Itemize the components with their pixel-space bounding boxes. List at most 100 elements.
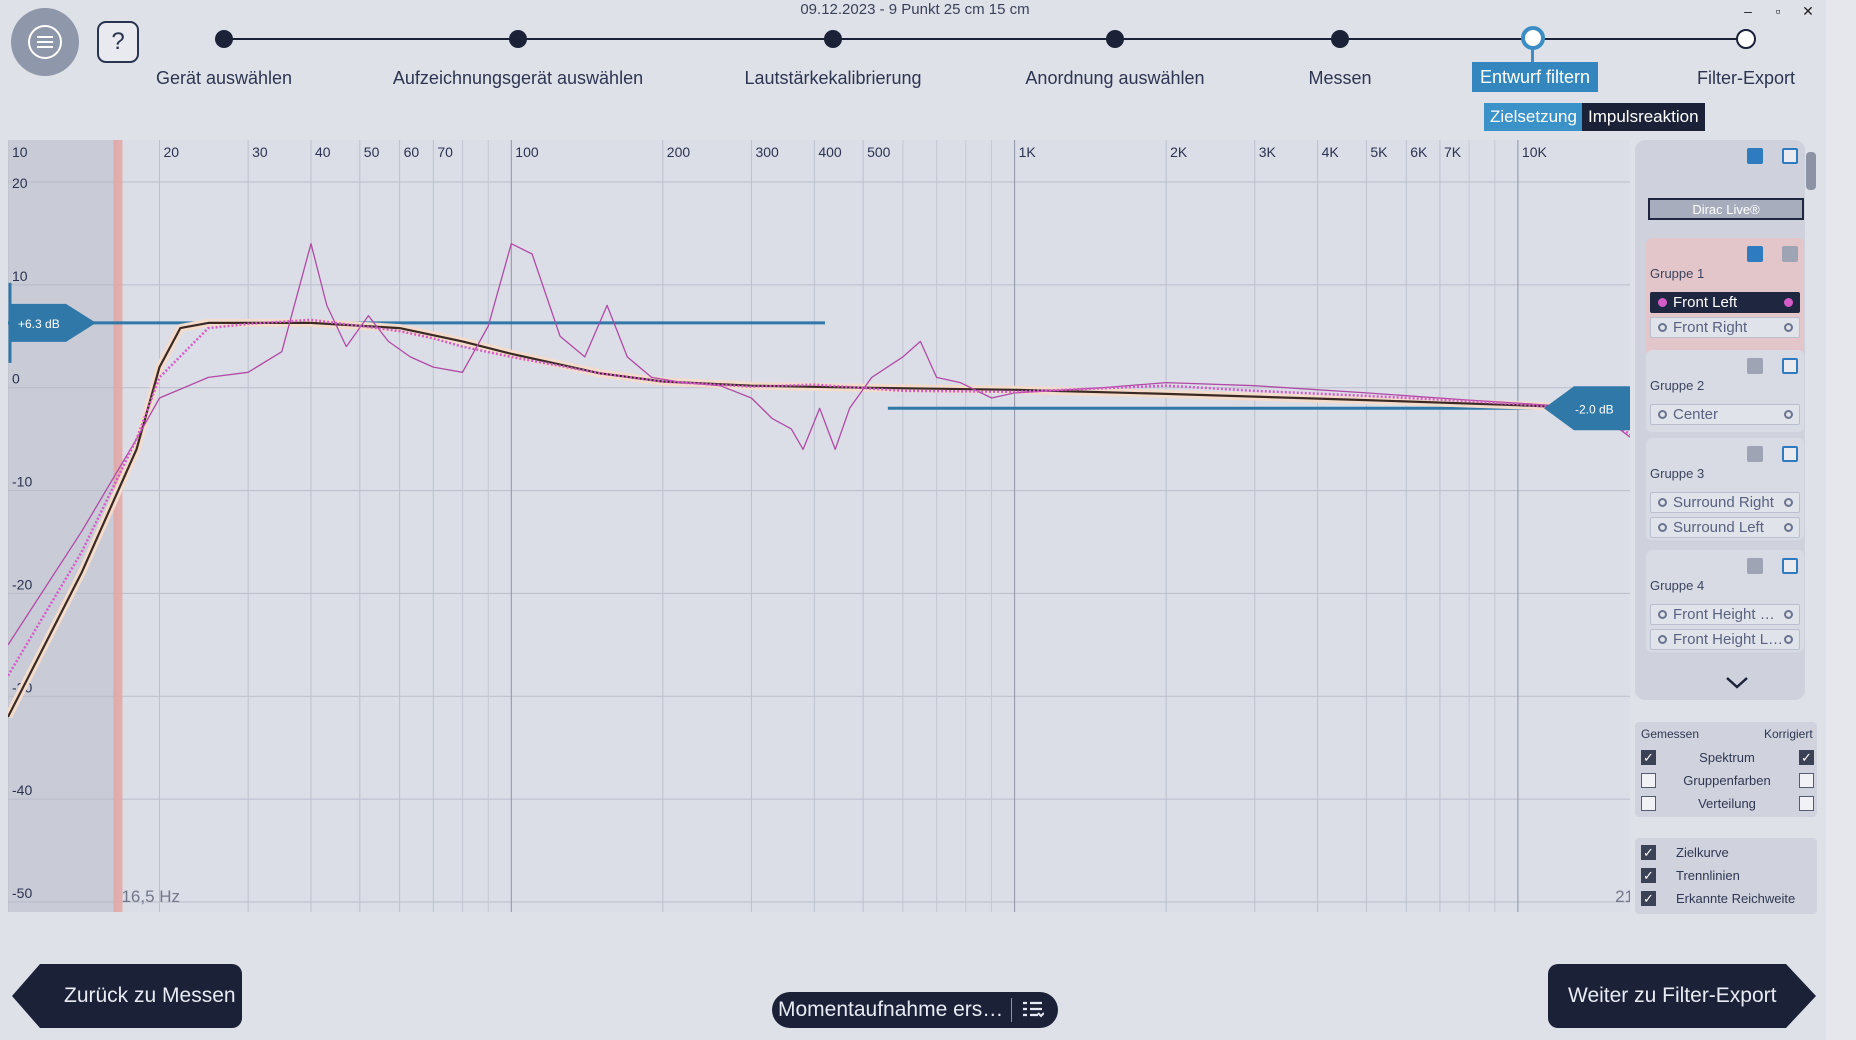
channel-row[interactable]: Center — [1650, 404, 1800, 425]
back-to-measure-button[interactable]: Zurück zu Messen — [12, 964, 242, 1028]
group-view-icon[interactable] — [1782, 446, 1798, 462]
stepper-line — [224, 38, 1745, 40]
channel-select-icon[interactable] — [1784, 410, 1793, 419]
step-dot-2[interactable] — [509, 30, 527, 48]
channel-dot-icon — [1658, 610, 1667, 619]
channel-name: Front Height Left — [1673, 631, 1784, 648]
active-step-connector — [1531, 48, 1534, 63]
group-link-icon[interactable] — [1747, 246, 1763, 262]
channel-dot-icon — [1658, 635, 1667, 644]
dirac-live-logo: Dirac Live® — [1648, 198, 1804, 220]
overlay-options — [1635, 838, 1817, 914]
option-label: Spektrum — [1699, 750, 1755, 765]
channel-name: Center — [1673, 406, 1719, 423]
corrected-header: Korrigiert — [1764, 727, 1813, 741]
y-tick-label: -10 — [12, 474, 32, 490]
panel-scrollbar[interactable] — [1806, 152, 1816, 190]
channel-select-icon[interactable] — [1784, 498, 1793, 507]
snapshot-label: Momentaufnahme ers… — [778, 998, 1004, 1021]
channel-dot-icon — [1658, 298, 1667, 307]
y-tick-label: 0 — [12, 371, 20, 387]
channel-row[interactable]: Surround Left — [1650, 517, 1800, 538]
corrected-checkbox[interactable] — [1799, 773, 1814, 788]
step-dot-7[interactable] — [1736, 29, 1756, 49]
group-view-icon[interactable] — [1782, 358, 1798, 374]
group-link-icon[interactable] — [1747, 446, 1763, 462]
hamburger-icon — [28, 25, 62, 59]
low-gain-label: +6.3 dB — [18, 317, 60, 331]
target-curve-halo — [8, 318, 1630, 719]
channel-row[interactable]: Front Left — [1650, 292, 1800, 313]
group-view-icon[interactable] — [1782, 558, 1798, 574]
corrected-checkbox[interactable] — [1799, 796, 1814, 811]
channel-select-icon[interactable] — [1784, 523, 1793, 532]
step-label-geraet[interactable]: Gerät auswählen — [155, 68, 293, 88]
link-all-icon[interactable] — [1747, 148, 1763, 164]
group-link-icon[interactable] — [1747, 558, 1763, 574]
view-all-icon[interactable] — [1782, 148, 1798, 164]
channel-select-icon[interactable] — [1784, 323, 1793, 332]
tab-target[interactable]: Zielsetzung — [1484, 103, 1583, 131]
channel-name: Front Left — [1673, 294, 1738, 311]
channel-select-icon[interactable] — [1784, 610, 1793, 619]
snapshot-list-icon[interactable] — [1022, 1000, 1045, 1020]
menu-button[interactable] — [11, 8, 79, 76]
step-label-export[interactable]: Filter-Export — [1696, 68, 1796, 88]
step-dot-5[interactable] — [1331, 30, 1349, 48]
group-view-icon[interactable] — [1782, 246, 1798, 262]
low-gain-handle — [10, 303, 96, 342]
channel-row[interactable]: Front Height Left — [1650, 629, 1800, 650]
y-tick-label: 20 — [12, 175, 28, 191]
measured-checkbox[interactable]: ✓ — [1641, 750, 1656, 765]
x-tick-label: 4K — [1322, 144, 1340, 160]
snapshot-divider — [1011, 998, 1012, 1022]
step-dot-1[interactable] — [215, 30, 233, 48]
x-tick-label: 10K — [1522, 144, 1548, 160]
next-to-export-button[interactable]: Weiter zu Filter-Export — [1548, 964, 1816, 1028]
minimize-button[interactable]: – — [1744, 3, 1752, 19]
channel-row[interactable]: Front Right — [1650, 317, 1800, 338]
channel-select-icon[interactable] — [1784, 298, 1793, 307]
group-title: Gruppe 1 — [1650, 266, 1705, 281]
step-label-entwurf[interactable]: Entwurf filtern — [1472, 62, 1599, 92]
outer-scroll-strip — [1826, 0, 1856, 1040]
step-dot-3[interactable] — [824, 30, 842, 48]
group-title: Gruppe 2 — [1650, 378, 1705, 393]
snapshot-button[interactable] — [772, 992, 1058, 1028]
channel-name: Surround Right — [1673, 494, 1774, 511]
y-tick-label: -40 — [12, 782, 32, 798]
step-label-kalibrierung[interactable]: Lautstärkekalibrierung — [744, 68, 922, 88]
frequency-response-chart[interactable]: 10 20 30 40 50 60 70 100 200 300 400 500 1K 2K 3K 4K 5K 6… — [8, 140, 1630, 912]
x-tick-label: 500 — [867, 144, 891, 160]
overlay-label: Zielkurve — [1676, 845, 1729, 860]
option-label: Gruppenfarben — [1683, 773, 1771, 788]
close-button[interactable]: ✕ — [1802, 2, 1814, 19]
help-button[interactable]: ? — [97, 21, 139, 63]
measured-checkbox[interactable] — [1641, 796, 1656, 811]
group-link-icon[interactable] — [1747, 358, 1763, 374]
x-tick-label: 60 — [404, 144, 420, 160]
channel-row[interactable]: Front Height Ri… — [1650, 604, 1800, 625]
corrected-checkbox[interactable]: ✓ — [1799, 750, 1814, 765]
x-tick-label: 3K — [1259, 144, 1277, 160]
corrected-curve — [8, 318, 1630, 677]
step-label-anordnung[interactable]: Anordnung auswählen — [1025, 68, 1205, 88]
channel-row[interactable]: Surround Right — [1650, 492, 1800, 513]
step-dot-4[interactable] — [1106, 30, 1124, 48]
overlay-checkbox[interactable]: ✓ — [1641, 891, 1656, 906]
step-dot-6[interactable] — [1521, 26, 1545, 50]
step-label-aufzeichnung[interactable]: Aufzeichnungsgerät auswählen — [392, 68, 644, 88]
step-label-messen[interactable]: Messen — [1308, 68, 1372, 88]
channel-select-icon[interactable] — [1784, 635, 1793, 644]
overlay-checkbox[interactable]: ✓ — [1641, 868, 1656, 883]
x-tick-label: 40 — [315, 144, 331, 160]
overlay-checkbox[interactable]: ✓ — [1641, 845, 1656, 860]
restore-button[interactable]: ▫ — [1775, 3, 1781, 19]
chevron-down-icon[interactable] — [1725, 670, 1749, 696]
target-curve — [8, 321, 1630, 718]
range-low-marker — [113, 140, 123, 912]
channel-dot-icon — [1658, 410, 1667, 419]
measured-checkbox[interactable] — [1641, 773, 1656, 788]
channel-dot-icon — [1658, 523, 1667, 532]
tab-impulse[interactable]: Impulsreaktion — [1582, 103, 1705, 131]
